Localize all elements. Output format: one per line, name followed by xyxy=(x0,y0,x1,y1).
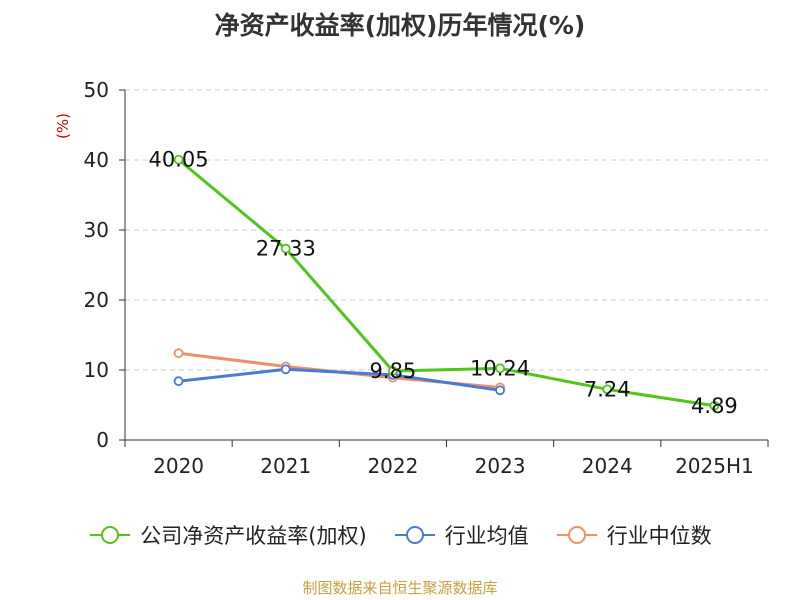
data-label: 7.24 xyxy=(584,377,631,401)
data-point xyxy=(173,154,184,165)
data-point xyxy=(602,384,613,395)
legend-item-industry-avg[interactable]: 行业均值 xyxy=(393,520,529,550)
data-point xyxy=(709,400,720,411)
data-point xyxy=(280,364,291,375)
data-label: 4.89 xyxy=(691,394,738,418)
data-point xyxy=(280,243,291,254)
legend-label-company: 公司净资产收益率(加权) xyxy=(140,524,367,548)
y-tick-label: 20 xyxy=(84,288,109,312)
y-axis-unit-label: (%) xyxy=(54,113,72,139)
legend-label-industry-median: 行业中位数 xyxy=(606,524,712,548)
legend-line-marker-icon xyxy=(556,526,597,544)
data-label: 10.24 xyxy=(470,356,530,380)
data-point xyxy=(495,385,505,396)
data-label: 27.33 xyxy=(256,237,316,261)
grid-lines xyxy=(125,89,768,371)
y-tick-label: 10 xyxy=(84,358,109,382)
x-tick-label: 2023 xyxy=(475,454,526,478)
axes: 0 10 20 30 40 50 2020 2021 2022 2023 2024 2025H1 xyxy=(84,78,769,478)
x-tick-label: 2020 xyxy=(153,454,204,478)
x-tick-label: 2025H1 xyxy=(675,454,754,478)
series-line xyxy=(178,367,501,392)
x-tick-label: 2021 xyxy=(260,454,311,478)
data-point xyxy=(173,376,184,387)
data-point xyxy=(495,363,505,374)
series-line xyxy=(177,158,715,408)
x-tick-label: 2022 xyxy=(367,454,418,478)
y-tick-label: 40 xyxy=(84,148,109,172)
y-tick-label: 0 xyxy=(96,428,109,452)
series-lines xyxy=(173,154,720,411)
x-tick-label: 2024 xyxy=(582,454,633,478)
data-labels: 40.05 27.33 9.85 10.24 7.24 4.89 xyxy=(149,148,738,418)
legend-line-marker-icon xyxy=(394,526,435,544)
chart-title: 净资产收益率(加权)历年情况(%) xyxy=(214,11,586,40)
legend-line-marker-icon xyxy=(90,526,131,544)
data-point xyxy=(388,366,398,376)
y-tick-label: 50 xyxy=(84,78,109,102)
legend: 公司净资产收益率(加权) 行业均值 行业中位数 xyxy=(0,520,800,550)
legend-label-industry-avg: 行业均值 xyxy=(444,524,529,548)
y-tick-label: 30 xyxy=(84,218,109,242)
legend-item-industry-median[interactable]: 行业中位数 xyxy=(555,520,712,550)
data-point xyxy=(173,348,184,359)
data-label: 9.85 xyxy=(370,359,417,383)
source-note: 制图数据来自恒生聚源数据库 xyxy=(302,579,498,597)
data-label: 40.05 xyxy=(149,148,209,172)
legend-item-company[interactable]: 公司净资产收益率(加权) xyxy=(88,520,367,550)
